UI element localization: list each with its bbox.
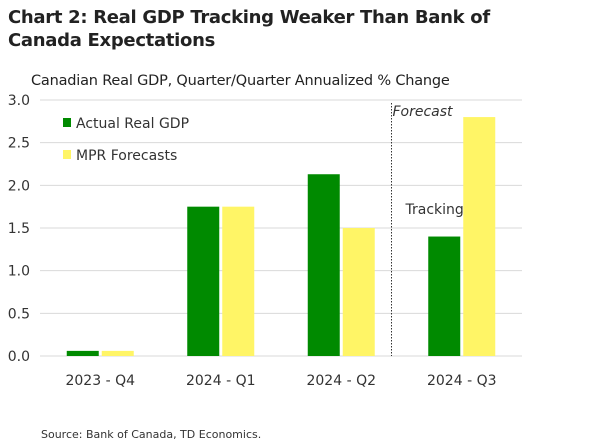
source-note: Source: Bank of Canada, TD Economics. (41, 428, 262, 441)
legend-swatch (63, 118, 71, 127)
x-tick-label: 2024 - Q2 (306, 373, 376, 389)
chart-title: Chart 2: Real GDP Tracking Weaker Than B… (8, 7, 490, 51)
y-tick-label: 2.0 (8, 178, 30, 194)
y-tick-label: 2.5 (8, 136, 30, 152)
bar-mpr (101, 350, 134, 356)
bar-mpr (342, 228, 375, 356)
y-tick-label: 3.0 (8, 93, 30, 109)
y-tick-label: 0.5 (8, 306, 30, 322)
legend-label: Actual Real GDP (76, 116, 189, 132)
legend-label: MPR Forecasts (76, 148, 177, 164)
legend-swatch (63, 150, 71, 159)
y-tick-label: 1.0 (8, 264, 30, 280)
bar-actual (428, 236, 461, 356)
bar-mpr (222, 206, 255, 356)
x-tick-label: 2024 - Q3 (427, 373, 497, 389)
x-tick-label: 2023 - Q4 (65, 373, 135, 389)
bar-actual (187, 206, 220, 356)
y-tick-label: 0.0 (8, 349, 30, 365)
bar-mpr (463, 117, 496, 356)
chart-subtitle: Canadian Real GDP, Quarter/Quarter Annua… (31, 73, 450, 89)
bar-actual (307, 174, 340, 356)
y-tick-label: 1.5 (8, 221, 30, 237)
x-tick-label: 2024 - Q1 (186, 373, 256, 389)
forecast-annotation: Forecast (393, 104, 454, 120)
tracking-annotation: Tracking (405, 202, 464, 218)
bar-actual (66, 350, 99, 356)
